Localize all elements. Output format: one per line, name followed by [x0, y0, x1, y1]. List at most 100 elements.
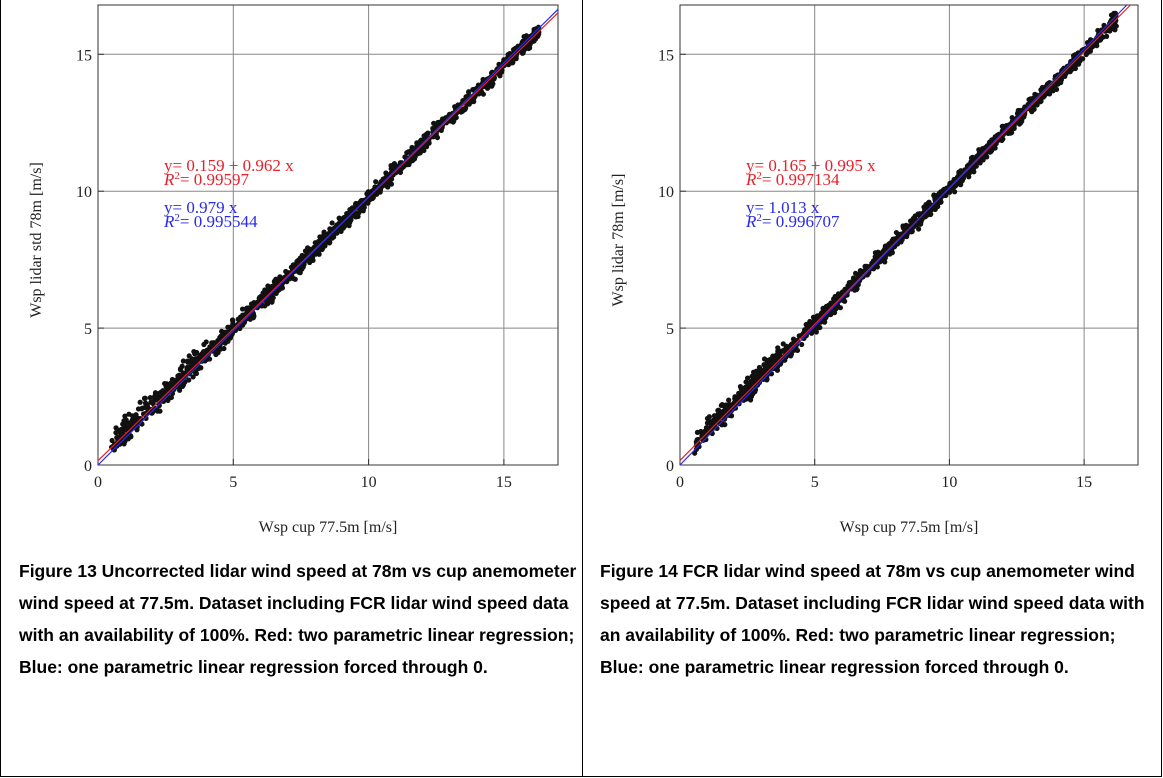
scatter-point	[217, 346, 224, 352]
scatter-point	[521, 33, 527, 40]
scatter-point	[743, 379, 749, 385]
scatter-point	[759, 373, 765, 380]
scatter-point	[734, 398, 740, 405]
x-tick-label: 10	[361, 474, 377, 491]
scatter-point	[807, 318, 813, 325]
scatter-point	[284, 279, 290, 285]
scatter-point	[496, 61, 502, 67]
scatter-point	[388, 163, 394, 169]
scatter-point	[971, 169, 977, 175]
scatter-point	[912, 219, 918, 225]
red-fit-equation: y= 0.159 + 0.962 x	[164, 156, 294, 175]
figure-14-caption: Figure 14 FCR lidar wind speed at 78m vs…	[600, 561, 1145, 677]
x-tick-label: 15	[1076, 474, 1092, 491]
scatter-point	[718, 402, 724, 409]
scatter-point	[887, 240, 893, 247]
scatter-point	[858, 269, 864, 275]
scatter-point	[744, 375, 751, 381]
scatter-point	[915, 226, 922, 232]
scatter-point	[1076, 58, 1083, 64]
scatter-point	[315, 238, 322, 245]
scatter-point	[169, 376, 175, 383]
scatter-point	[143, 415, 149, 421]
scatter-point	[476, 91, 482, 97]
scatter-point	[163, 382, 169, 388]
scatter-point	[364, 191, 370, 197]
scatter-point	[726, 397, 732, 403]
scatter-point	[122, 421, 128, 427]
scatter-point	[526, 45, 532, 52]
scatter-point	[152, 406, 158, 412]
x-axis-label: Wsp cup 77.5m [m/s]	[840, 519, 979, 536]
scatter-point	[412, 154, 418, 160]
scatter-point	[118, 426, 125, 432]
scatter-point	[279, 285, 286, 291]
scatter-point	[694, 429, 701, 435]
scatter-point	[156, 402, 162, 409]
scatter-point	[940, 187, 946, 193]
scatter-point	[462, 106, 468, 112]
scatter-point	[719, 420, 725, 426]
scatter-point	[777, 355, 783, 361]
scatter-point	[1112, 18, 1119, 24]
scatter-point	[295, 259, 301, 266]
scatter-point	[491, 76, 497, 82]
blue-regression-line	[679, 4, 1128, 466]
scatter-point	[373, 179, 379, 185]
scatter-point	[186, 377, 192, 383]
scatter-point	[273, 276, 279, 282]
scatter-point	[470, 86, 476, 93]
scatter-point	[186, 370, 192, 377]
scatter-point	[1053, 86, 1060, 92]
scatter-point	[387, 177, 393, 183]
scatter-point	[129, 413, 136, 419]
scatter-point	[882, 259, 888, 265]
x-axis-label: Wsp cup 77.5m [m/s]	[259, 519, 398, 536]
scatter-point	[704, 415, 711, 422]
scatter-point	[302, 248, 309, 254]
blue-fit-equation: y= 1.013 x	[746, 198, 820, 217]
scatter-plot-figure-13: 0 5 10 15 0 5 10 15 Wsp cup 77.5m [m/s] Wsp lidar…	[28, 4, 559, 536]
scatter-point	[117, 435, 123, 441]
y-tick-label: 10	[658, 184, 674, 201]
scatter-point	[141, 411, 147, 417]
scatter-point	[290, 262, 296, 268]
scatter-point	[712, 418, 718, 424]
scatter-point	[322, 243, 328, 249]
blue-fit-r2: R2= 0.996707	[745, 212, 840, 231]
scatter-point	[794, 347, 801, 354]
scatter-point	[124, 426, 130, 432]
y-tick-label: 15	[658, 47, 674, 64]
y-tick-label: 10	[76, 184, 92, 201]
x-tick-label: 5	[811, 474, 819, 491]
scatter-point	[750, 380, 757, 387]
scatter-point	[194, 349, 200, 356]
scatter-point	[317, 234, 323, 240]
scatter-point	[758, 367, 764, 373]
x-tick-label: 10	[941, 474, 957, 491]
scatter-point	[354, 212, 360, 219]
scatter-point	[976, 147, 982, 153]
scatter-point	[764, 377, 770, 383]
scatter-point	[131, 419, 137, 425]
scatter-point	[297, 255, 303, 261]
scatter-point	[765, 364, 771, 370]
y-tick-label: 5	[84, 321, 92, 338]
x-tick-label: 0	[94, 474, 102, 491]
scatter-point	[299, 266, 305, 272]
scatter-point	[915, 211, 921, 217]
scatter-point	[307, 259, 313, 266]
scatter-point	[931, 205, 937, 211]
figure-14-panel: 0 5 10 15 0 5 10 15 Wsp cup 77.5m [m/s] Wsp lidar…	[582, 0, 1162, 777]
red-fit-r2: R2= 0.99597	[163, 170, 249, 189]
scatter-point	[1107, 28, 1113, 34]
scatter-point	[1110, 23, 1116, 30]
scatter-point	[269, 299, 275, 305]
scatter-point	[239, 306, 246, 312]
scatter-point	[774, 367, 781, 373]
scatter-point	[761, 356, 768, 362]
scatter-point	[1031, 106, 1037, 112]
y-tick-label: 15	[76, 47, 92, 64]
scatter-point	[966, 174, 972, 180]
scatter-point	[407, 149, 413, 156]
